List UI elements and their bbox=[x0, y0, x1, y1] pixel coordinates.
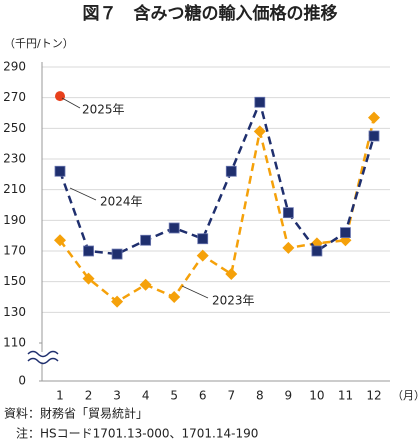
chart-title: 図７ 含みつ糖の輸入価格の推移 bbox=[83, 3, 338, 24]
point bbox=[55, 91, 65, 102]
point bbox=[111, 295, 124, 308]
point bbox=[83, 245, 94, 257]
x-tick-label: 8 bbox=[256, 389, 264, 403]
x-tick-label: 5 bbox=[170, 389, 178, 403]
point bbox=[254, 96, 266, 108]
point bbox=[225, 165, 237, 177]
series-line bbox=[58, 98, 376, 256]
point bbox=[311, 245, 323, 257]
point bbox=[225, 268, 238, 280]
x-tick-label: 3 bbox=[113, 389, 121, 403]
point bbox=[168, 222, 180, 234]
y-tick-label: 170 bbox=[3, 244, 26, 258]
point bbox=[168, 291, 181, 303]
y-tick-label: 130 bbox=[3, 305, 26, 319]
series-label: 2023年 bbox=[212, 294, 255, 308]
axis-break bbox=[27, 357, 59, 365]
x-tick-label: 12 bbox=[366, 389, 381, 403]
x-tick-label: 4 bbox=[142, 389, 150, 403]
y-axis-label: （千円/トン） bbox=[4, 37, 74, 50]
leader-line bbox=[61, 97, 81, 109]
series-label: 2024年 bbox=[100, 195, 143, 209]
note: 資料：財務省「貿易統計」 bbox=[4, 406, 148, 421]
y-tick-label: 0 bbox=[18, 374, 26, 388]
x-tick-label: 10 bbox=[309, 389, 324, 403]
point bbox=[253, 125, 266, 138]
x-tick-label: 2 bbox=[85, 389, 93, 403]
point bbox=[368, 111, 380, 124]
point bbox=[140, 234, 152, 246]
y-tick-label: 250 bbox=[3, 121, 26, 135]
leader-line bbox=[69, 187, 97, 201]
x-tick-label: 6 bbox=[199, 389, 207, 403]
x-tick-label: 1 bbox=[56, 389, 64, 403]
note: 注：HSコード1701.13-000、1701.14-190 bbox=[4, 426, 258, 441]
x-tick-label: 7 bbox=[227, 389, 235, 403]
axis-break bbox=[27, 350, 59, 358]
point bbox=[54, 165, 66, 177]
point bbox=[197, 233, 209, 245]
point bbox=[82, 272, 95, 285]
y-tick-label: 230 bbox=[3, 152, 26, 166]
point bbox=[340, 227, 351, 239]
y-tick-label: 110 bbox=[3, 336, 26, 350]
y-tick-label: 210 bbox=[3, 182, 26, 196]
leader-line bbox=[181, 285, 209, 299]
point bbox=[282, 241, 295, 254]
y-tick-label: 290 bbox=[3, 60, 26, 74]
point bbox=[368, 130, 380, 142]
point bbox=[139, 278, 152, 291]
point bbox=[111, 248, 123, 260]
point bbox=[54, 234, 66, 247]
y-tick-label: 190 bbox=[3, 213, 26, 227]
series-label: 2025年 bbox=[82, 103, 125, 117]
x-tick-label: 11 bbox=[338, 389, 353, 403]
x-axis-label: （月） bbox=[392, 389, 420, 402]
y-tick-label: 150 bbox=[3, 274, 26, 288]
y-tick-label: 270 bbox=[3, 90, 26, 104]
point bbox=[196, 249, 209, 262]
point bbox=[282, 207, 294, 219]
x-tick-label: 9 bbox=[285, 389, 293, 403]
series-line bbox=[58, 117, 376, 304]
